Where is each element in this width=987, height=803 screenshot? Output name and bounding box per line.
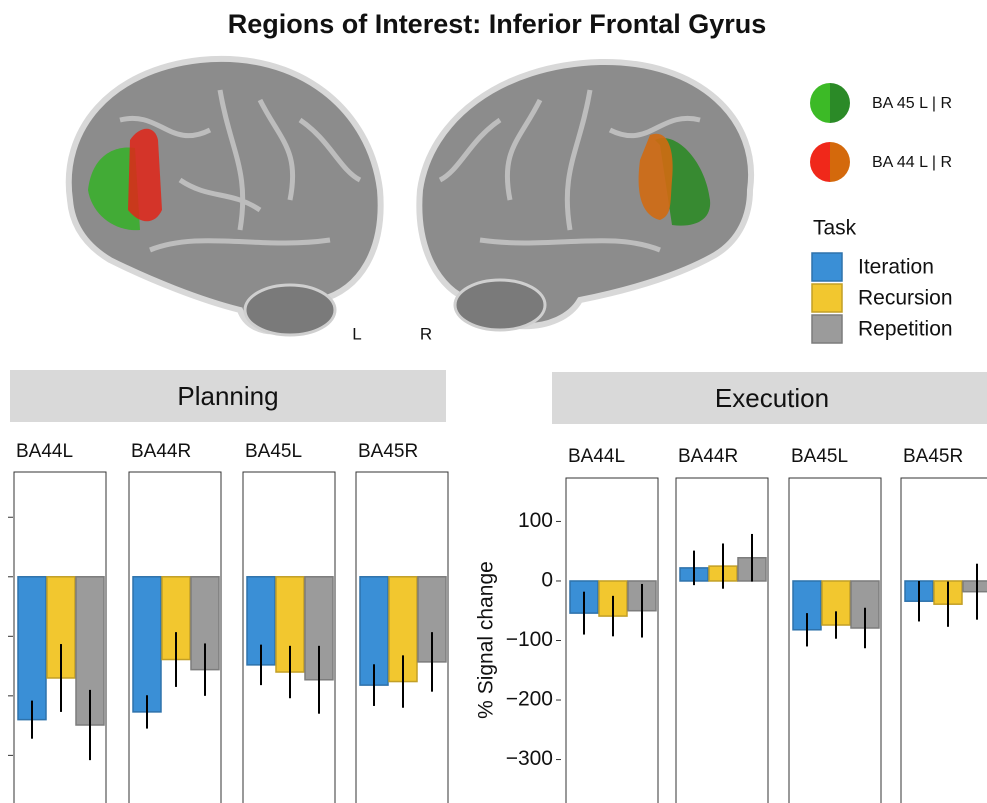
legend-label: Recursion [858, 287, 953, 310]
facet-label: BA45L [791, 446, 848, 467]
brain-label: R [420, 324, 432, 343]
bar [133, 577, 161, 712]
figure-title: Regions of Interest: Inferior Frontal Gy… [228, 9, 767, 39]
facet-label: BA44L [568, 446, 625, 467]
roi-legend-label: BA 44 L | R [872, 154, 952, 171]
roi-legend-label: BA 45 L | R [872, 95, 952, 112]
facet-label: BA44R [678, 446, 738, 467]
facet-frame [676, 478, 768, 803]
facet-frame [901, 478, 987, 803]
facet-label: BA44R [131, 441, 191, 462]
y-tick-label: −200 [506, 688, 553, 711]
y-tick-label: −100 [506, 628, 553, 651]
legend-swatch [812, 253, 842, 281]
legend-title: Task [813, 217, 857, 240]
bar [18, 577, 46, 720]
panel-title: Planning [177, 381, 278, 411]
roi-swatch-right [830, 83, 850, 123]
roi-swatch-left [810, 83, 830, 123]
facet-frame [789, 478, 881, 803]
y-tick-label: −300 [506, 747, 553, 770]
roi-swatch-left [810, 142, 830, 182]
panel-title: Execution [715, 383, 829, 413]
brain-right [419, 62, 751, 330]
y-axis-title: % Signal change [475, 561, 498, 719]
legend-label: Iteration [858, 256, 934, 279]
brain-left [69, 59, 381, 335]
figure: Regions of Interest: Inferior Frontal Gy… [0, 0, 987, 803]
legend-swatch [812, 284, 842, 312]
bar [963, 581, 987, 592]
facet-frame [566, 478, 658, 803]
facet-label: BA45L [245, 441, 302, 462]
roi-swatch-right [830, 142, 850, 182]
legend-swatch [812, 315, 842, 343]
y-tick-label: 100 [518, 509, 553, 532]
brain-label: L [352, 324, 361, 343]
facet-label: BA45R [358, 441, 418, 462]
facet-label: BA45R [903, 446, 963, 467]
facet-label: BA44L [16, 441, 73, 462]
y-tick-label: 0 [541, 569, 553, 592]
legend-label: Repetition [858, 318, 953, 341]
